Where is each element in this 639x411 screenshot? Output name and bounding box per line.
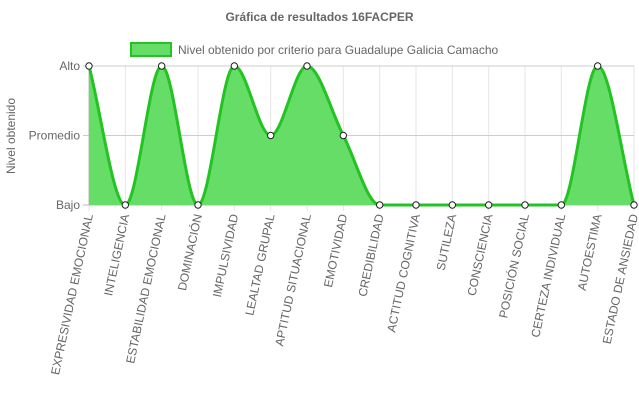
chart-title: Gráfica de resultados 16FACPER — [225, 10, 413, 24]
legend[interactable]: Nivel obtenido por criterio para Guadalu… — [130, 42, 499, 57]
data-point[interactable] — [448, 201, 457, 209]
x-tick-label: EMOTIVIDAD — [321, 212, 350, 288]
data-point[interactable] — [157, 62, 166, 70]
x-tick-label: ESTABILIDAD EMOCIONAL — [123, 212, 168, 364]
x-tick-label: IMPULSIVIDAD — [210, 212, 241, 298]
data-point[interactable] — [630, 201, 638, 209]
data-point[interactable] — [339, 131, 348, 140]
data-point[interactable] — [484, 201, 493, 209]
data-points — [85, 62, 638, 209]
data-point[interactable] — [303, 62, 311, 70]
y-tick-label: Promedio — [29, 129, 81, 143]
x-tick-label: APTITUD SITUACIONAL — [272, 212, 314, 347]
x-tick-label: ACTITUD COGNITIVA — [384, 213, 423, 334]
x-tick-label: CERTEZA INDIVIDUAL — [528, 212, 568, 338]
x-tick-label: ESTADO DE ANSIEDAD — [600, 212, 639, 345]
x-tick-label: EXPRESIVIDAD EMOCIONAL — [48, 212, 96, 376]
data-point[interactable] — [194, 201, 202, 209]
x-tick-label: SUTILEZA — [434, 213, 460, 272]
y-tick-label: Alto — [59, 59, 80, 73]
data-point[interactable] — [593, 62, 602, 70]
data-point[interactable] — [266, 131, 275, 140]
series-area-fill — [89, 66, 634, 205]
data-point[interactable] — [230, 62, 239, 70]
data-point[interactable] — [521, 201, 529, 209]
data-point[interactable] — [85, 62, 93, 70]
y-tick-label: Bajo — [56, 198, 80, 212]
data-point[interactable] — [557, 201, 566, 209]
y-axis-ticks: Bajo Promedio Alto — [29, 59, 81, 212]
data-point[interactable] — [375, 201, 384, 209]
y-axis-label: Nivel obtenido — [4, 98, 18, 174]
x-axis-ticks: EXPRESIVIDAD EMOCIONAL INTELIGENCIAESTABI… — [48, 212, 639, 376]
x-tick-label: POSICIÓN SOCIAL — [495, 212, 532, 319]
x-tick-label: AUTOESTIMA — [575, 213, 605, 292]
x-tick-label: CONSCIENCIA — [465, 213, 496, 297]
x-tick-label: INTELIGENCIA — [101, 213, 132, 297]
x-tick-label: LEALTAD GRUPAL — [242, 212, 277, 316]
data-point[interactable] — [121, 201, 130, 209]
data-point[interactable] — [412, 201, 420, 209]
x-tick-label: CREDIBILIDAD — [355, 212, 386, 297]
legend-swatch — [130, 42, 172, 57]
x-tick-label: DOMINACIÓN — [174, 213, 205, 292]
legend-label: Nivel obtenido por criterio para Guadalu… — [178, 43, 499, 57]
